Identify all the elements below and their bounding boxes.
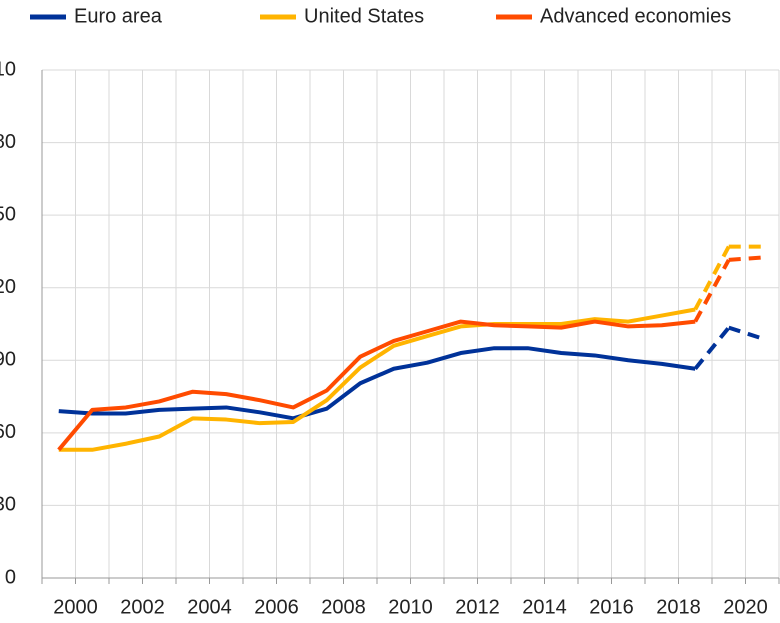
series-connector [693,258,731,323]
x-tick-label: 2020 [723,596,768,618]
legend-label: United States [304,5,424,27]
y-tick-label: 210 [0,58,16,80]
series-line [57,319,696,452]
legend-label: Advanced economies [540,5,731,27]
x-tick-label: 2008 [321,596,366,618]
y-tick-label: 0 [5,566,16,588]
y-tick-label: 180 [0,131,16,153]
x-tick-label: 2016 [589,596,634,618]
x-tick-label: 2018 [656,596,701,618]
y-tick-label: 90 [0,349,16,371]
series-line-dashed [728,255,763,262]
series-connector [693,326,731,371]
y-tick-label: 60 [0,421,16,443]
x-tick-label: 2010 [388,596,433,618]
x-tick-label: 2000 [53,596,98,618]
x-tick-label: 2014 [522,596,567,618]
series-line [58,307,696,452]
series-line [58,346,696,421]
y-tick-label: 120 [0,276,16,298]
x-tick-label: 2004 [187,596,232,618]
x-tick-label: 2012 [455,596,500,618]
y-tick-label: 150 [0,203,16,225]
x-tick-label: 2002 [120,596,165,618]
y-tick-label: 30 [0,494,16,516]
x-tick-label: 2006 [254,596,299,618]
series-line-dashed [728,325,763,341]
series-connector [693,245,731,311]
legend-label: Euro area [74,5,163,27]
